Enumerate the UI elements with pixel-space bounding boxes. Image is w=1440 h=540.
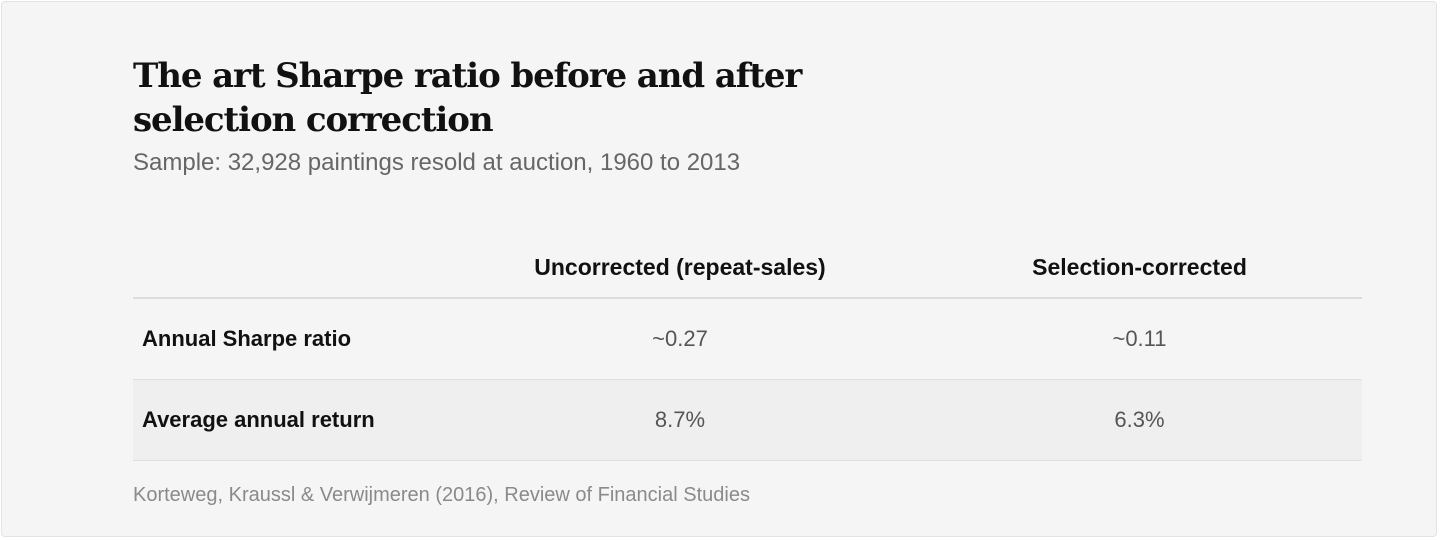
row-label-return: Average annual return xyxy=(133,379,443,461)
column-header-label xyxy=(133,237,443,299)
chart-title: The art Sharpe ratio before and after se… xyxy=(133,56,802,140)
chart-content: The art Sharpe ratio before and after se… xyxy=(133,54,1362,506)
cell-return-corrected: 6.3% xyxy=(917,379,1362,461)
data-table: Uncorrected (repeat-sales) Selection-cor… xyxy=(133,237,1362,461)
row-label-sharpe: Annual Sharpe ratio xyxy=(133,298,443,380)
table-header-row: Uncorrected (repeat-sales) Selection-cor… xyxy=(133,237,1362,299)
table-row: Annual Sharpe ratio ~0.27 ~0.11 xyxy=(133,298,1362,380)
chart-subtitle: Sample: 32,928 paintings resold at aucti… xyxy=(133,149,741,176)
cell-return-uncorrected: 8.7% xyxy=(443,379,917,461)
table-row: Average annual return 8.7% 6.3% xyxy=(133,379,1362,461)
cell-sharpe-uncorrected: ~0.27 xyxy=(443,298,917,380)
column-header-uncorrected: Uncorrected (repeat-sales) xyxy=(443,237,917,299)
cell-sharpe-corrected: ~0.11 xyxy=(917,298,1362,380)
source-note: Korteweg, Kraussl & Verwijmeren (2016), … xyxy=(133,484,750,506)
column-header-selection-corrected: Selection-corrected xyxy=(917,237,1362,299)
